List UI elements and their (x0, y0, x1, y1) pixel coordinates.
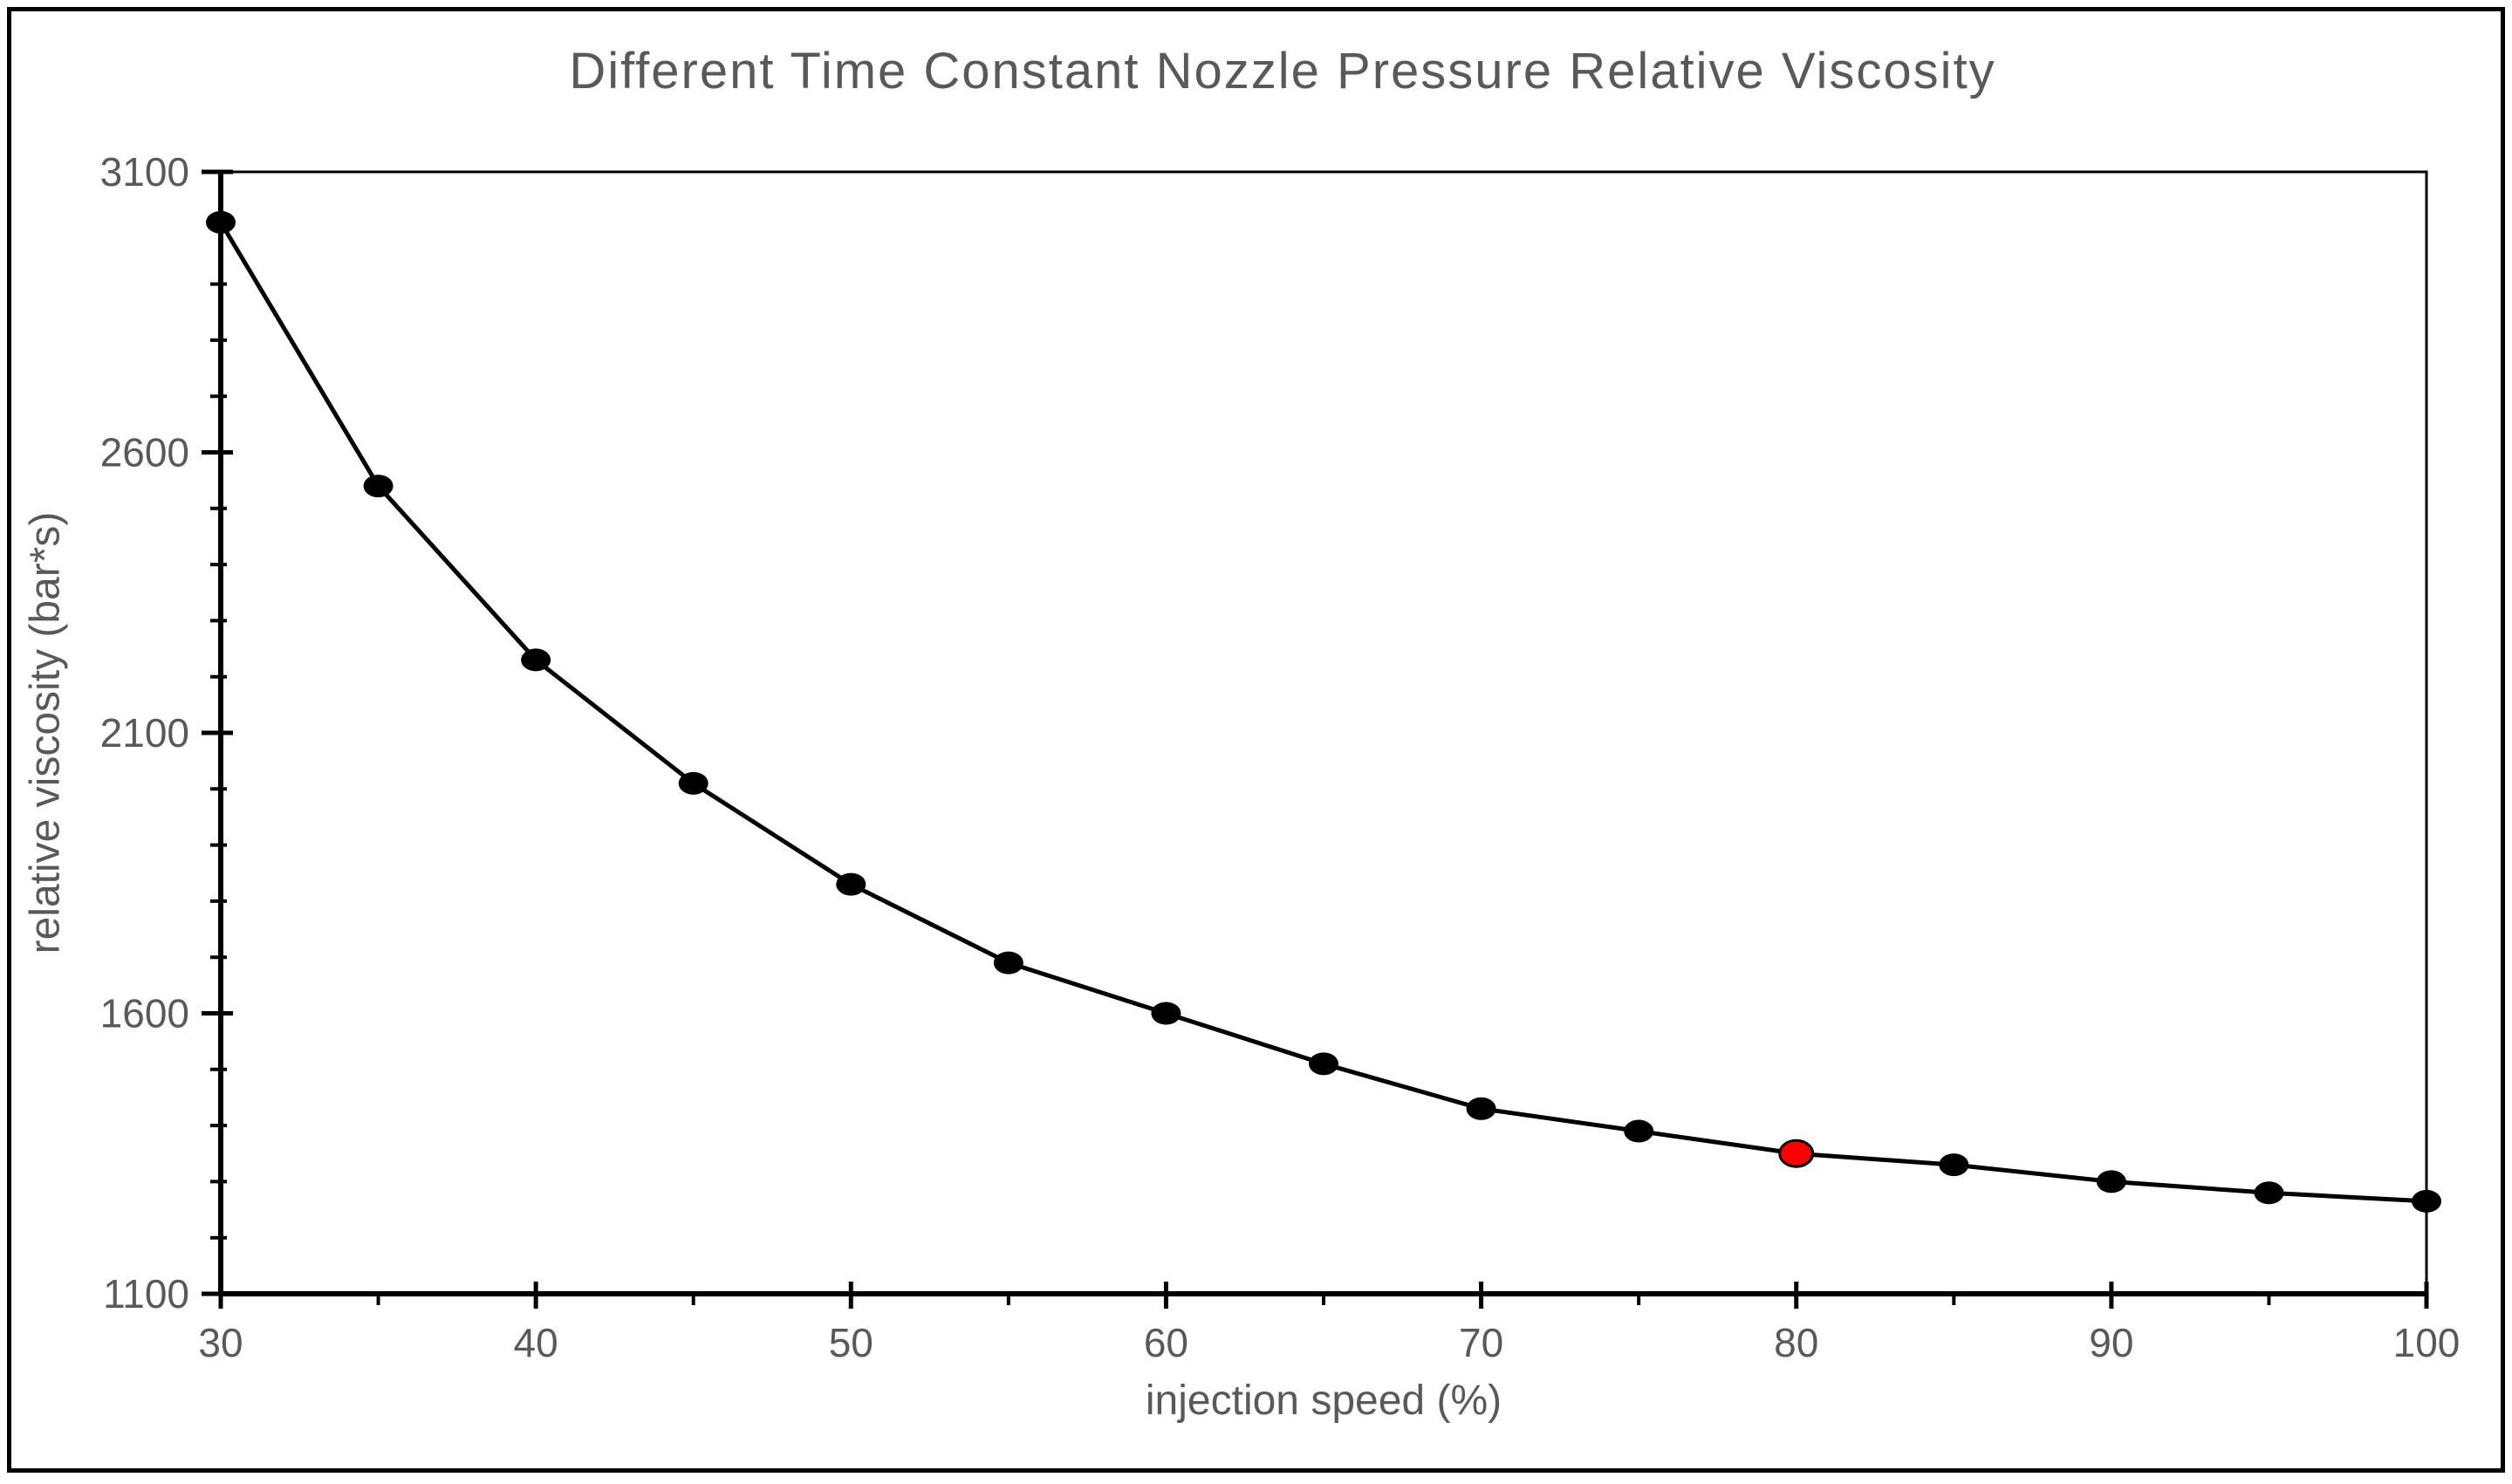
data-point-x45[interactable] (678, 771, 708, 795)
data-point-x95[interactable] (2254, 1181, 2284, 1205)
x-tick-label: 60 (1144, 1320, 1188, 1365)
y-tick-label: 2600 (100, 430, 189, 475)
x-tick-label: 30 (198, 1320, 243, 1365)
y-tick-label: 3100 (100, 149, 189, 195)
data-point-x50[interactable] (836, 872, 866, 896)
highlighted-data-point[interactable] (1778, 1139, 1815, 1168)
data-point-x70[interactable] (1466, 1097, 1496, 1120)
y-tick-label: 1100 (103, 1271, 189, 1316)
data-point-x40[interactable] (521, 648, 551, 672)
x-tick-label: 80 (1774, 1320, 1818, 1365)
chart-title: Different Time Constant Nozzle Pressure … (569, 43, 1996, 99)
x-tick-label: 40 (514, 1320, 558, 1365)
data-point-x30[interactable] (206, 210, 236, 234)
data-point-x55[interactable] (993, 951, 1023, 975)
x-axis-title: injection speed (%) (1145, 1378, 1502, 1424)
x-tick-label: 90 (2089, 1320, 2133, 1365)
y-axis-title: relative viscosity (bar*s) (22, 511, 69, 954)
data-point-x60[interactable] (1151, 1002, 1181, 1025)
x-tick-label: 100 (2393, 1320, 2461, 1365)
x-tick-label: 50 (829, 1320, 873, 1365)
x-tick-label: 70 (1459, 1320, 1503, 1365)
data-point-x35[interactable] (363, 475, 394, 498)
data-point-x100[interactable] (2412, 1189, 2441, 1213)
data-point-x65[interactable] (1309, 1052, 1338, 1076)
plot-frame (219, 170, 2428, 1296)
y-tick-label: 2100 (100, 710, 189, 756)
data-point-x75[interactable] (1624, 1119, 1654, 1143)
y-tick-label: 1600 (100, 991, 189, 1036)
data-point-x90[interactable] (2096, 1170, 2126, 1193)
data-point-x85[interactable] (1939, 1153, 1969, 1177)
